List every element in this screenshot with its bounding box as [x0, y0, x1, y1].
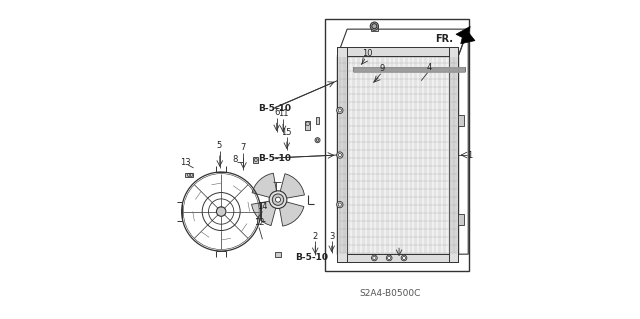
Text: 1: 1	[468, 151, 473, 160]
Bar	[325, 19, 469, 271]
Text: 2: 2	[312, 232, 318, 241]
Bar	[185, 173, 193, 177]
Circle shape	[275, 197, 280, 202]
Circle shape	[216, 207, 226, 216]
Text: 12: 12	[253, 218, 264, 227]
Circle shape	[339, 203, 341, 206]
Text: 11: 11	[278, 109, 288, 118]
Bar	[253, 157, 259, 163]
Bar	[337, 47, 458, 56]
Circle shape	[315, 137, 320, 143]
Bar	[305, 121, 310, 130]
Text: B-5-10: B-5-10	[259, 104, 291, 113]
Circle shape	[401, 255, 407, 261]
Circle shape	[370, 22, 378, 30]
Text: 10: 10	[362, 49, 373, 58]
Polygon shape	[252, 201, 276, 226]
Text: 4: 4	[426, 63, 432, 72]
Text: 8: 8	[232, 155, 237, 165]
Text: 13: 13	[180, 159, 190, 167]
Circle shape	[403, 256, 406, 260]
Circle shape	[337, 201, 343, 208]
Text: 5: 5	[216, 141, 221, 150]
Polygon shape	[456, 26, 475, 44]
Circle shape	[388, 256, 391, 260]
Text: 9: 9	[380, 64, 385, 73]
Circle shape	[337, 152, 343, 158]
Bar	[275, 252, 281, 257]
Bar	[449, 47, 458, 262]
Text: 3: 3	[329, 232, 334, 241]
Text: S2A4-B0500C: S2A4-B0500C	[359, 289, 420, 298]
Circle shape	[339, 153, 341, 157]
Circle shape	[372, 24, 377, 29]
Text: 15: 15	[282, 128, 292, 137]
Text: B-5-10: B-5-10	[259, 153, 291, 162]
Circle shape	[371, 255, 377, 261]
Polygon shape	[280, 174, 305, 199]
Bar	[458, 214, 464, 225]
Bar	[337, 47, 347, 262]
Circle shape	[372, 256, 376, 260]
Bar	[316, 116, 319, 124]
Text: B-5-10: B-5-10	[296, 253, 328, 262]
Circle shape	[269, 191, 287, 209]
Text: FR.: FR.	[435, 34, 453, 44]
Circle shape	[337, 107, 343, 114]
Text: 6: 6	[274, 108, 280, 117]
Bar	[371, 25, 378, 31]
Text: 7: 7	[241, 143, 246, 152]
Polygon shape	[252, 173, 277, 198]
Bar	[353, 67, 465, 71]
Circle shape	[272, 194, 284, 205]
Text: 14: 14	[257, 202, 268, 211]
Circle shape	[339, 109, 341, 112]
Bar	[337, 254, 458, 262]
Circle shape	[387, 255, 392, 261]
Polygon shape	[279, 201, 304, 226]
Bar	[458, 115, 464, 126]
